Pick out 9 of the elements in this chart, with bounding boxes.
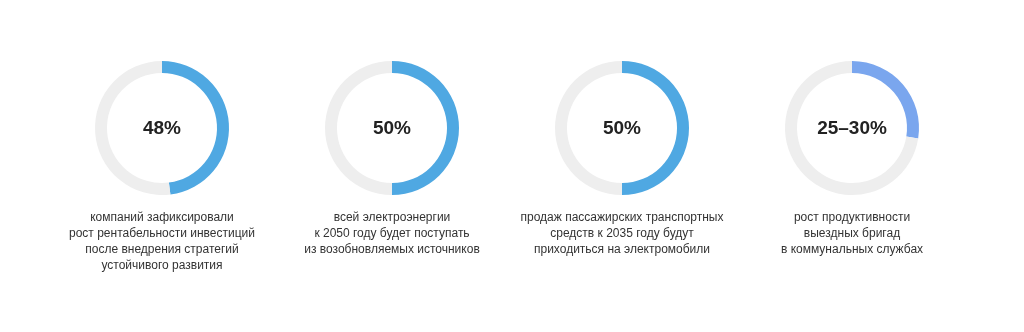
text: 25–30% [817,117,887,138]
text: продаж пассажирских транспортных средств к 2035 году будут приходиться на электромобили [520,210,724,256]
text: рост продуктивности выездных бригад в коммунальных службах [780,210,924,256]
donut-slice [785,61,919,195]
text: всей электроэнергии к 2050 году будет поступать из возобновляемых источников [304,210,480,256]
data-label: 48% [142,117,182,138]
text: компаний зафиксировали рост рентабельности инвестиций после внедрения стратегий устойчивого развития [68,210,256,272]
data-label: 50% [602,117,642,138]
data-label: 50% [372,117,412,138]
